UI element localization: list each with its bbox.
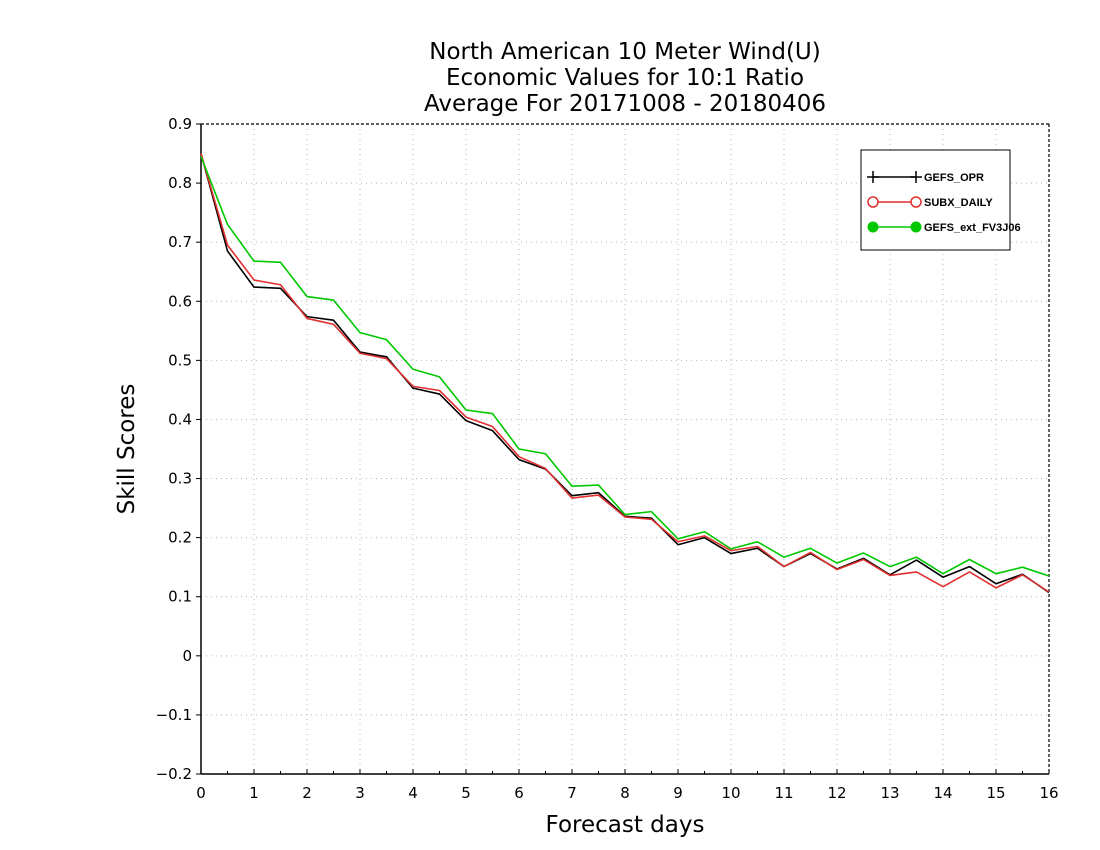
- x-tick-label: 5: [461, 784, 471, 802]
- legend-entry-label: SUBX_DAILY: [924, 197, 993, 209]
- y-tick-label: 0.6: [168, 292, 192, 310]
- x-tick-label: 0: [196, 784, 206, 802]
- legend-box: [860, 149, 1011, 251]
- x-tick-label: 1: [249, 784, 259, 802]
- y-tick-label: 0.3: [168, 470, 192, 488]
- x-tick-label: 2: [302, 784, 312, 802]
- y-tick-label: −0.2: [156, 765, 192, 783]
- x-tick-label: 3: [355, 784, 365, 802]
- y-tick-label: 0.2: [168, 529, 192, 547]
- x-tick-label: 12: [827, 784, 846, 802]
- y-axis: −0.2 −0.1 0 0.1 0.2 0.3 0.4 0.5 0.6 0.7 0.8 0.9: [156, 115, 201, 783]
- chart-title-line-3: Average For 20171008 - 20180406: [424, 91, 826, 117]
- legend: GEFS_OPR SUBX_DAILY GEFS_ext_FV3J06: [860, 149, 1021, 251]
- x-tick-label: 6: [514, 784, 524, 802]
- legend-entry-label: GEFS_OPR: [924, 172, 984, 184]
- x-tick-label: 4: [408, 784, 418, 802]
- x-axis: 0 1 2 3 4 5 6 7 8 9 10 11 12 13 14 15 16: [196, 769, 1059, 802]
- y-tick-label: 0.5: [168, 351, 192, 369]
- chart-title-line-2: Economic Values for 10:1 Ratio: [446, 65, 804, 91]
- x-tick-label: 16: [1039, 784, 1058, 802]
- y-tick-label: −0.1: [156, 706, 192, 724]
- x-axis-label: Forecast days: [546, 812, 705, 838]
- legend-dot-marker: [867, 221, 879, 233]
- y-tick-label: 0.4: [168, 410, 192, 428]
- x-tick-label: 11: [774, 784, 793, 802]
- x-tick-label: 7: [567, 784, 577, 802]
- y-tick-label: 0: [182, 647, 192, 665]
- y-tick-label: 0.8: [168, 174, 192, 192]
- y-tick-label: 0.1: [168, 588, 192, 606]
- y-tick-label: 0.9: [168, 115, 192, 133]
- legend-entry-label: GEFS_ext_FV3J06: [924, 222, 1021, 234]
- series-line-gefs-ext-fv3j06: [200, 156, 1050, 577]
- chart-title: North American 10 Meter Wind(U) Economic…: [424, 39, 826, 117]
- series: [200, 153, 1050, 594]
- series-line-subx-daily: [200, 153, 1050, 593]
- legend-circle-marker: [867, 196, 879, 208]
- x-tick-label: 15: [986, 784, 1005, 802]
- x-tick-label: 13: [880, 784, 899, 802]
- y-axis-label: Skill Scores: [114, 384, 140, 515]
- y-tick-label: 0.7: [168, 233, 192, 251]
- legend-dot-marker: [910, 221, 922, 233]
- x-tick-label: 14: [933, 784, 952, 802]
- x-tick-label: 8: [620, 784, 630, 802]
- chart-title-line-1: North American 10 Meter Wind(U): [429, 39, 821, 65]
- x-tick-label: 10: [721, 784, 740, 802]
- x-tick-label: 9: [673, 784, 683, 802]
- legend-circle-marker: [910, 196, 922, 208]
